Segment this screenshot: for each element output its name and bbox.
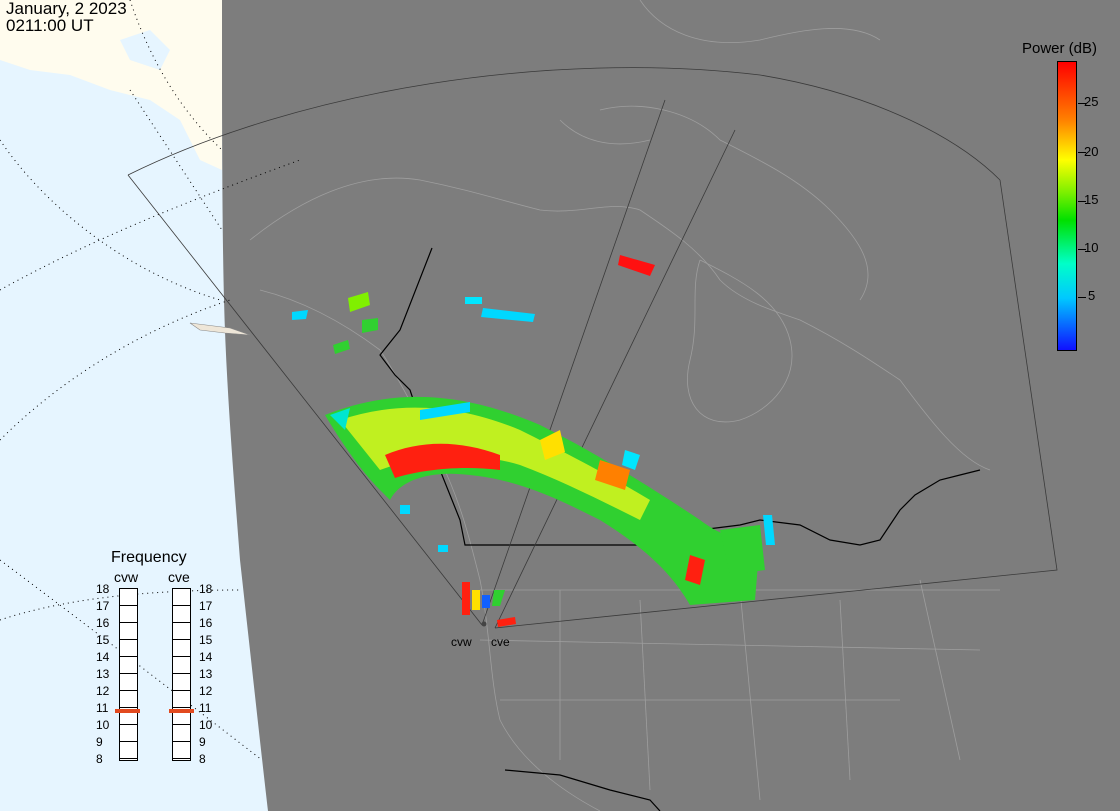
frequency-cell: [120, 674, 137, 691]
frequency-tick-label-right: 12: [199, 684, 213, 698]
time-label: 0211:00 UT: [6, 16, 94, 35]
daylit-land: [0, 0, 222, 170]
frequency-radar-name-cve: cve: [168, 569, 190, 585]
frequency-tick-label-right: 9: [199, 735, 206, 749]
backscatter-echoes: [292, 255, 775, 627]
inland-water: [120, 30, 170, 70]
frequency-cell: [120, 725, 137, 742]
frequency-cell: [120, 708, 137, 725]
power-colorbar: [1057, 61, 1077, 351]
frequency-cell: [120, 640, 137, 657]
frequency-cell: [173, 725, 190, 742]
frequency-marker-cvw: [115, 709, 140, 714]
frequency-cell: [173, 640, 190, 657]
colorbar-tick: [1078, 152, 1086, 153]
colorbar-tick: [1078, 249, 1086, 250]
frequency-tick-label-right: 11: [199, 701, 212, 715]
frequency-cell: [120, 606, 137, 623]
frequency-cell: [120, 742, 137, 759]
frequency-cell: [173, 606, 190, 623]
frequency-cell: [120, 589, 137, 606]
frequency-column-cvw: [119, 588, 138, 761]
frequency-tick-label-right: 8: [199, 752, 206, 766]
frequency-tick-label-right: 14: [199, 650, 213, 664]
frequency-cell: [173, 691, 190, 708]
frequency-cell: [120, 623, 137, 640]
frequency-tick-label-left: 12: [96, 684, 110, 698]
colorbar-label: 20: [1084, 144, 1099, 159]
colorbar-label: 10: [1084, 240, 1099, 255]
aleutian-islands: [189, 322, 251, 336]
colorbar-tick: [1078, 297, 1086, 298]
radar-site-dot: [481, 621, 487, 627]
frequency-tick-label-left: 17: [96, 599, 110, 613]
frequency-tick-label-right: 17: [199, 599, 213, 613]
frequency-cell: [173, 657, 190, 674]
frequency-cell: [173, 742, 190, 759]
graticule: [0, 0, 301, 761]
frequency-tick-label-right: 10: [199, 718, 213, 732]
frequency-tick-label-right: 16: [199, 616, 213, 630]
frequency-title: Frequency: [111, 549, 187, 566]
frequency-tick-label-left: 16: [96, 616, 110, 630]
frequency-tick-label-left: 11: [96, 701, 109, 715]
frequency-radar-name-cvw: cvw: [114, 569, 139, 585]
site-label-cve: cve: [491, 635, 510, 649]
frequency-tick-label-left: 8: [96, 752, 103, 766]
frequency-tick-label-left: 18: [96, 582, 110, 596]
frequency-tick-label-right: 15: [199, 633, 213, 647]
colorbar-label: 25: [1084, 94, 1099, 109]
colorbar-tick: [1078, 201, 1086, 202]
frequency-tick-label-left: 14: [96, 650, 110, 664]
frequency-tick-label-left: 13: [96, 667, 110, 681]
frequency-cell: [173, 589, 190, 606]
frequency-cell: [173, 623, 190, 640]
frequency-column-cve: [172, 588, 191, 761]
colorbar-label: 15: [1084, 192, 1099, 207]
frequency-tick-label-right: 13: [199, 667, 213, 681]
site-label-cvw: cvw: [451, 635, 472, 649]
colorbar-label: 5: [1088, 288, 1096, 303]
frequency-tick-label-left: 15: [96, 633, 110, 647]
frequency-tick-label-left: 10: [96, 718, 110, 732]
night-region: [222, 0, 1120, 811]
frequency-cell: [173, 708, 190, 725]
date-label: January, 2 2023: [6, 0, 127, 18]
colorbar-tick: [1078, 103, 1086, 104]
frequency-cell: [173, 674, 190, 691]
frequency-marker-cve: [169, 709, 194, 714]
radar-fields-of-view: [127, 67, 1058, 629]
colorbar-title: Power (dB): [1022, 40, 1098, 57]
frequency-cell: [120, 691, 137, 708]
frequency-tick-label-left: 9: [96, 735, 103, 749]
frequency-tick-label-right: 18: [199, 582, 213, 596]
frequency-cell: [120, 657, 137, 674]
